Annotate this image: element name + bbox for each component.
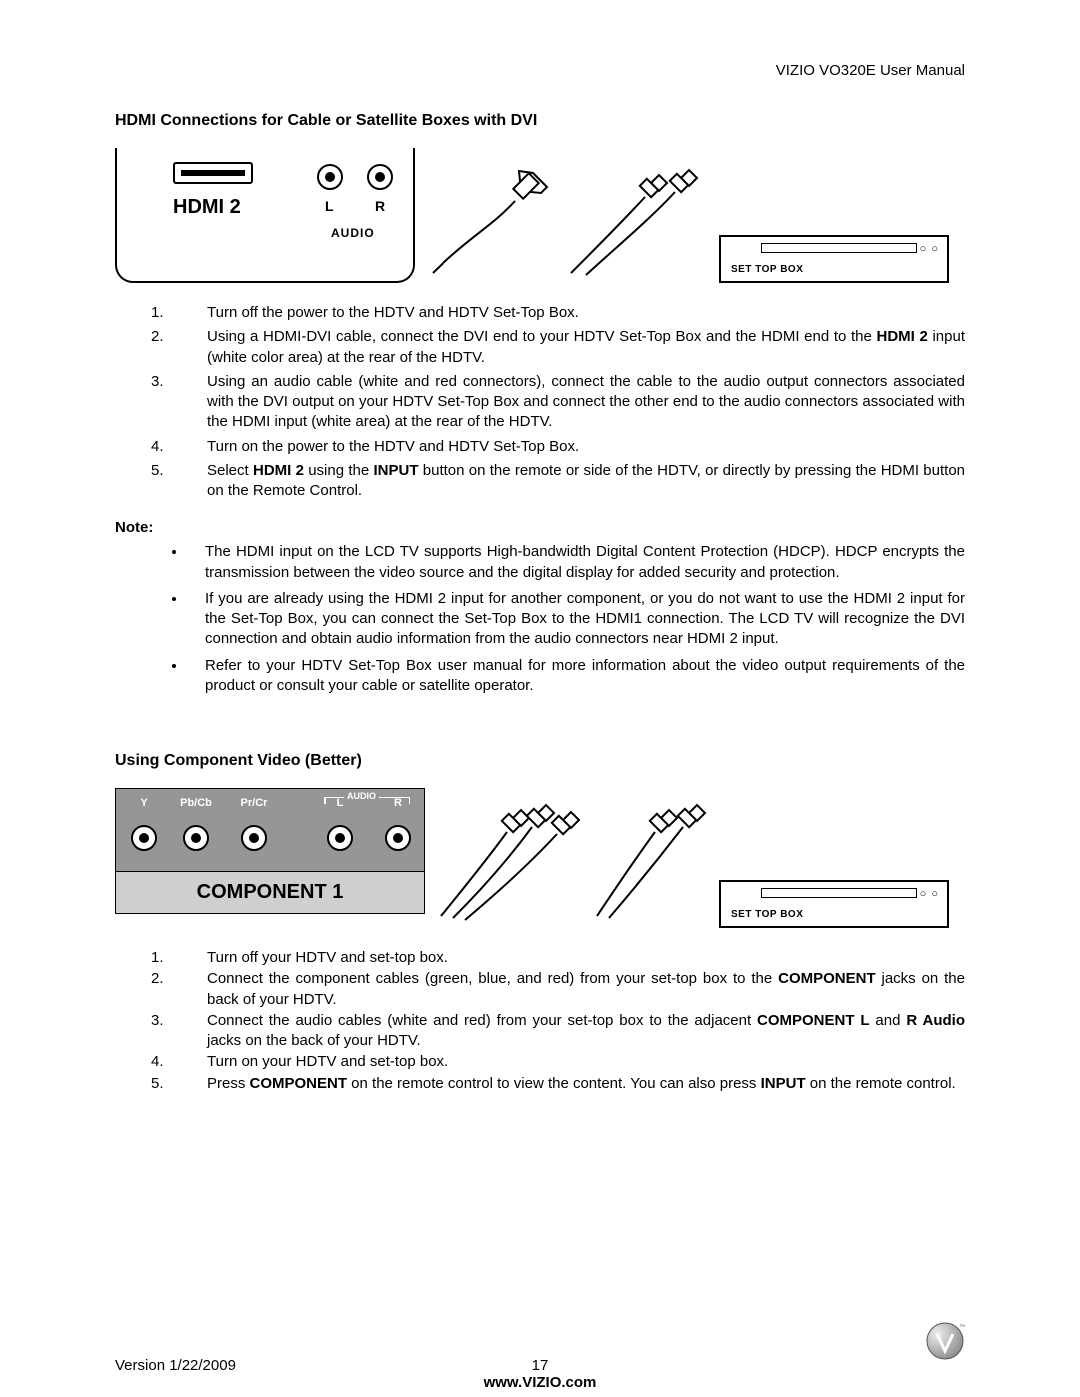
stb-label: SET TOP BOX	[731, 264, 803, 275]
component-col-label: L	[318, 797, 362, 809]
component-col-label: Pb/Cb	[174, 797, 218, 809]
component-jack-icon	[327, 825, 353, 851]
hdmi-label: HDMI 2	[173, 196, 241, 219]
component-jack-icon	[131, 825, 157, 851]
component-jack-icon	[241, 825, 267, 851]
set-top-box-icon: ○ ○ SET TOP BOX	[719, 235, 949, 283]
step-item: Press COMPONENT on the remote control to…	[151, 1074, 965, 1094]
vizio-logo-icon: ™	[925, 1321, 965, 1361]
label-r: R	[375, 198, 385, 214]
set-top-box-icon: ○ ○ SET TOP BOX	[719, 880, 949, 928]
step-item: Select HDMI 2 using the INPUT button on …	[151, 461, 965, 502]
section1-steps: Turn off the power to the HDTV and HDTV …	[151, 303, 965, 501]
note-item: Refer to your HDTV Set-Top Box user manu…	[187, 656, 965, 697]
component-col-label: Y	[122, 797, 166, 809]
note-item: If you are already using the HDMI 2 inpu…	[187, 589, 965, 650]
label-l: L	[325, 198, 334, 214]
component-audio-cable-icon	[591, 798, 711, 928]
component-cable-icon	[433, 798, 583, 928]
step-item: Using a HDMI-DVI cable, connect the DVI …	[151, 327, 965, 368]
note-label: Note:	[115, 519, 965, 536]
audio-l-jack-icon	[317, 164, 343, 190]
component-label: COMPONENT 1	[115, 872, 425, 914]
hdmi-panel: HDMI 2 L R AUDIO	[115, 148, 415, 283]
component-panel: AUDIO YPb/CbPr/CrLR COMPONENT 1	[115, 788, 425, 928]
section2-steps: Turn off your HDTV and set-top box.Conne…	[151, 948, 965, 1094]
hdmi-port-icon	[173, 162, 253, 184]
section2-title: Using Component Video (Better)	[115, 752, 965, 770]
hdmi-cable-icon	[423, 163, 553, 283]
component-diagram: AUDIO YPb/CbPr/CrLR COMPONENT 1 ○ ○ SET …	[115, 788, 965, 928]
step-item: Using an audio cable (white and red conn…	[151, 372, 965, 433]
header-product: VIZIO VO320E User Manual	[776, 62, 965, 79]
audio-r-jack-icon	[367, 164, 393, 190]
component-jack-icon	[183, 825, 209, 851]
footer-url: www.VIZIO.com	[484, 1374, 597, 1391]
rca-cable-icon	[561, 163, 711, 283]
component-col-label: R	[376, 797, 420, 809]
hdmi-diagram: HDMI 2 L R AUDIO ○ ○ SET TOP BOX	[115, 148, 965, 283]
step-item: Turn on your HDTV and set-top box.	[151, 1052, 965, 1072]
stb-label: SET TOP BOX	[731, 909, 803, 920]
step-item: Turn on the power to the HDTV and HDTV S…	[151, 437, 965, 457]
step-item: Connect the audio cables (white and red)…	[151, 1011, 965, 1052]
step-item: Turn off your HDTV and set-top box.	[151, 948, 965, 968]
svg-text:™: ™	[959, 1324, 965, 1331]
footer-page: 17	[532, 1357, 549, 1374]
component-col-label: Pr/Cr	[232, 797, 276, 809]
label-audio: AUDIO	[331, 226, 375, 240]
section1-notes: The HDMI input on the LCD TV supports Hi…	[187, 542, 965, 696]
step-item: Turn off the power to the HDTV and HDTV …	[151, 303, 965, 323]
section1-title: HDMI Connections for Cable or Satellite …	[115, 112, 965, 130]
note-item: The HDMI input on the LCD TV supports Hi…	[187, 542, 965, 583]
component-jack-icon	[385, 825, 411, 851]
step-item: Connect the component cables (green, blu…	[151, 969, 965, 1010]
